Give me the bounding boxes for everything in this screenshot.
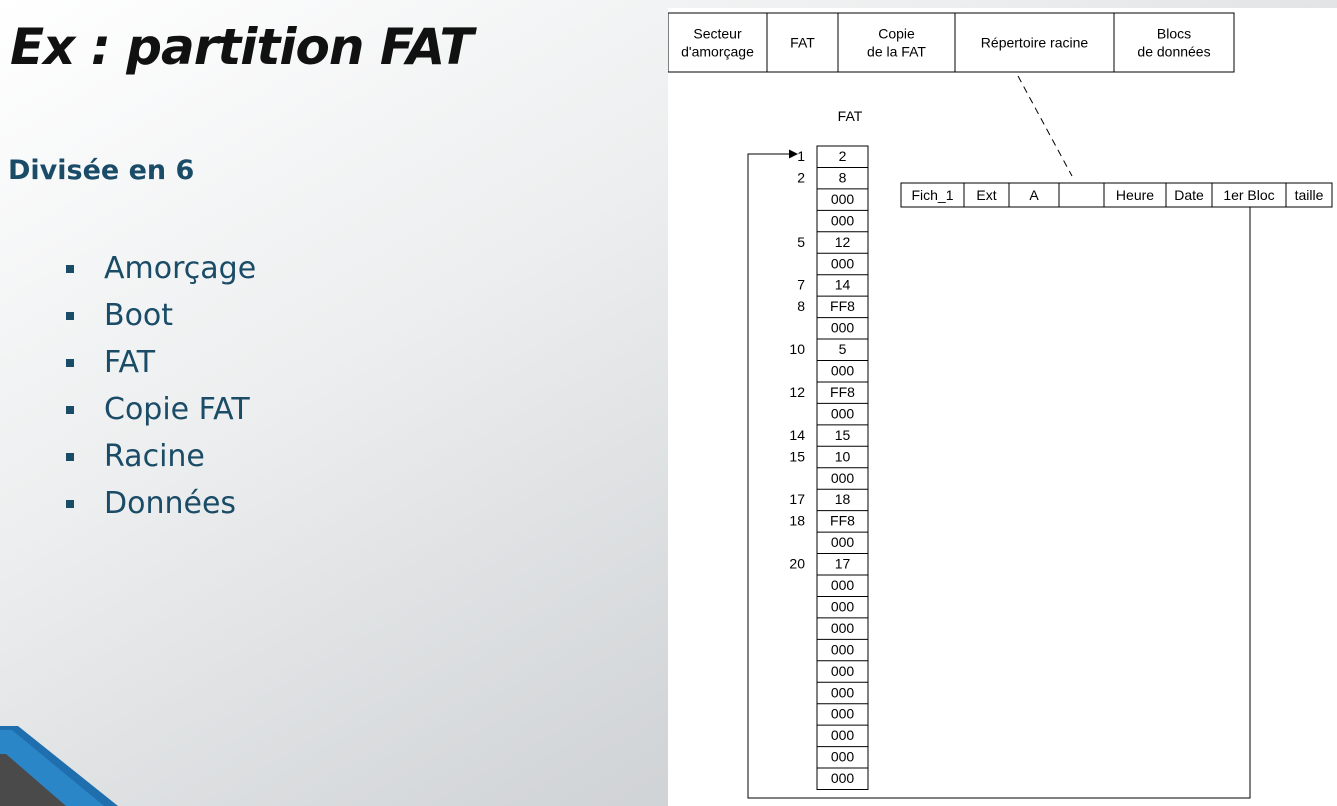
- fat-cell-value: 18: [835, 491, 851, 507]
- fat-cell-value: 15: [835, 427, 851, 443]
- partition-section-label: Répertoire racine: [981, 35, 1089, 51]
- directory-field-label: Fich_1: [911, 187, 953, 203]
- bullet-text: Boot: [104, 298, 174, 333]
- fat-cell-index: 12: [789, 384, 805, 400]
- fat-cell-value: 000: [831, 577, 855, 593]
- fat-cell-value: 000: [831, 363, 855, 379]
- fat-cell-value: 17: [835, 556, 851, 572]
- slide-subtitle: Divisée en 6: [8, 155, 195, 186]
- square-bullet-icon: [66, 311, 74, 320]
- bullet-item: Boot: [66, 292, 256, 339]
- directory-field-label: Heure: [1116, 187, 1154, 203]
- fat-cell-index: 10: [789, 341, 805, 357]
- bullet-text: Données: [104, 486, 237, 521]
- partition-header-frame: [668, 12, 1235, 73]
- fat-diagram-svg: Secteur d'amorçage FAT Copie de la FAT Répert…: [668, 12, 1333, 799]
- fat-cell-index: 8: [797, 298, 805, 314]
- partition-section-label: de la FAT: [867, 44, 926, 60]
- bullet-text: Copie FAT: [104, 392, 250, 427]
- directory-field-label: A: [1029, 187, 1039, 203]
- partition-section-label: Copie: [878, 26, 915, 42]
- fat-cell-value: 000: [831, 620, 855, 636]
- bullet-list: Amorçage Boot FAT Copie FAT Racine Donné…: [66, 245, 256, 527]
- fat-cell-value: 000: [831, 598, 855, 614]
- fat-cell-value: 000: [831, 212, 855, 228]
- partition-section-label: d'amorçage: [681, 44, 754, 60]
- square-bullet-icon: [66, 358, 74, 367]
- fat-cell-index: 5: [797, 234, 805, 250]
- fat-cell-value: 000: [831, 191, 855, 207]
- fat-cell-index: 17: [789, 491, 805, 507]
- bullet-item: Racine: [66, 433, 256, 480]
- fat-cell-value: 000: [831, 534, 855, 550]
- fat-cell-value: FF8: [830, 298, 855, 314]
- directory-field-label: 1er Bloc: [1223, 187, 1274, 203]
- fat-cell-index: 7: [797, 277, 805, 293]
- fat-column-title: FAT: [838, 108, 863, 124]
- partition-section-label: Secteur: [693, 26, 742, 42]
- bullet-item: Copie FAT: [66, 386, 256, 433]
- fat-cell-value: 8: [839, 169, 847, 185]
- fat-cell-value: 000: [831, 684, 855, 700]
- first-block-connector: [747, 153, 1251, 799]
- fat-cell-value: 10: [835, 448, 851, 464]
- partition-section-label: Blocs: [1157, 26, 1191, 42]
- fat-cell-value: 12: [835, 234, 851, 250]
- bullet-text: Amorçage: [104, 251, 257, 286]
- partition-section-label: de données: [1137, 44, 1210, 60]
- directory-field-label: Date: [1174, 187, 1204, 203]
- dashed-connector: [1017, 75, 1073, 177]
- fat-cell-index: 14: [789, 427, 805, 443]
- fat-cell-index: 15: [789, 448, 805, 464]
- square-bullet-icon: [66, 264, 74, 273]
- square-bullet-icon: [66, 405, 74, 414]
- fat-cell-value: 5: [839, 341, 847, 357]
- slide-title: Ex : partition FAT: [10, 18, 474, 76]
- directory-field-label: taille: [1295, 187, 1324, 203]
- bullet-item: Données: [66, 480, 256, 527]
- fat-cell-value: 000: [831, 641, 855, 657]
- fat-cell-index: 20: [789, 556, 805, 572]
- fat-cell-value: 000: [831, 470, 855, 486]
- corner-decoration: [0, 726, 118, 806]
- bullet-item: FAT: [66, 339, 256, 386]
- fat-cell-index: 18: [789, 513, 805, 529]
- fat-cell-value: 000: [831, 320, 855, 336]
- square-bullet-icon: [66, 499, 74, 508]
- fat-cell-index: 2: [797, 169, 805, 185]
- fat-cell-value: FF8: [830, 513, 855, 529]
- fat-cell-value: FF8: [830, 384, 855, 400]
- fat-cell-value: 14: [835, 277, 851, 293]
- fat-cell-value: 000: [831, 405, 855, 421]
- arrowhead-icon: [789, 149, 798, 159]
- bullet-item: Amorçage: [66, 245, 256, 292]
- partition-section-label: FAT: [790, 35, 815, 51]
- fat-cell-index: 1: [797, 148, 805, 164]
- fat-cell-value: 000: [831, 727, 855, 743]
- directory-entry-frame: [900, 182, 1333, 208]
- directory-field-label: Ext: [976, 187, 996, 203]
- fat-cell-value: 000: [831, 255, 855, 271]
- fat-cell-value: 2: [839, 148, 847, 164]
- fat-cell-value: 000: [831, 663, 855, 679]
- bullet-text: FAT: [104, 345, 156, 380]
- fat-cell-value: 000: [831, 770, 855, 786]
- fat-cell-value: 000: [831, 749, 855, 765]
- bullet-text: Racine: [104, 439, 205, 474]
- square-bullet-icon: [66, 452, 74, 461]
- fat-diagram: Secteur d'amorçage FAT Copie de la FAT Répert…: [668, 8, 1337, 806]
- fat-cell-value: 000: [831, 706, 855, 722]
